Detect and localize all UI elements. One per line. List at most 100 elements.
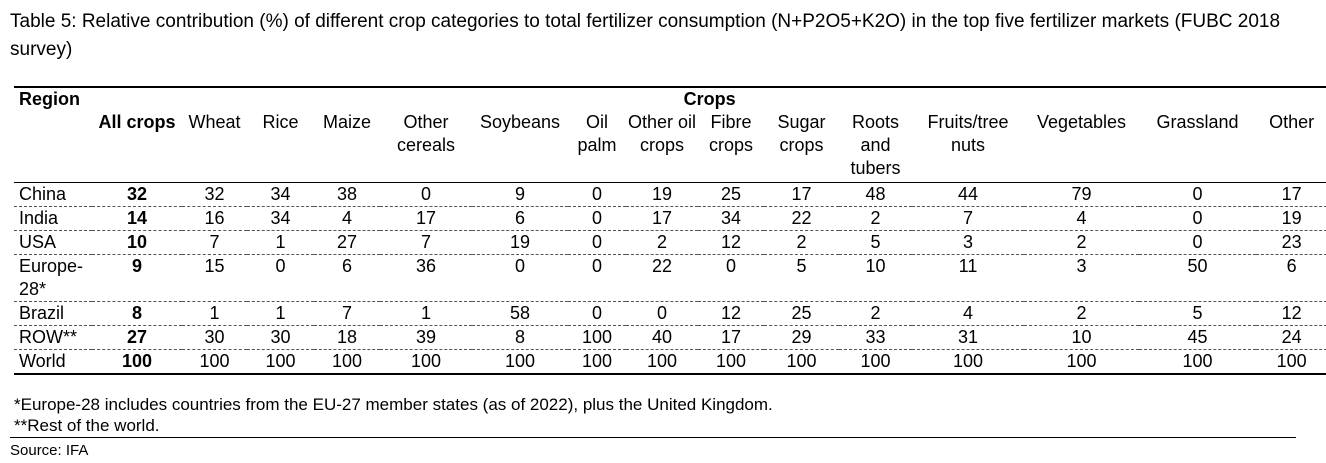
value-cell: 17 bbox=[626, 206, 698, 231]
value-cell: 29 bbox=[764, 325, 839, 350]
value-cell: 0 bbox=[568, 206, 626, 231]
column-header: Rice bbox=[247, 111, 314, 183]
value-cell: 30 bbox=[247, 325, 314, 350]
value-cell: 2 bbox=[839, 301, 912, 326]
column-header-row: All crops Wheat Rice Maize Other cereals Soyb… bbox=[14, 111, 1326, 183]
value-cell: 4 bbox=[912, 301, 1024, 326]
value-cell: 24 bbox=[1256, 325, 1326, 350]
value-cell: 38 bbox=[314, 182, 380, 207]
value-cell: 5 bbox=[839, 230, 912, 255]
value-cell: 34 bbox=[247, 206, 314, 231]
value-cell: 6 bbox=[314, 254, 380, 302]
table-row: Europe-28* 9 15 0 6 36 0 0 22 0 5 10 11 3 50 6 bbox=[14, 254, 1326, 302]
value-cell: 10 bbox=[839, 254, 912, 302]
region-cell: ROW** bbox=[14, 325, 92, 350]
value-cell: 32 bbox=[182, 182, 247, 207]
value-cell: 100 bbox=[1256, 349, 1326, 375]
column-header: Roots and tubers bbox=[839, 111, 912, 183]
value-cell: 2 bbox=[1024, 230, 1139, 255]
value-cell: 2 bbox=[839, 206, 912, 231]
column-header: Other oil crops bbox=[626, 111, 698, 183]
region-cell: USA bbox=[14, 230, 92, 255]
value-cell: 0 bbox=[380, 182, 472, 207]
value-cell: 34 bbox=[698, 206, 764, 231]
column-header: Oil palm bbox=[568, 111, 626, 183]
value-cell: 1 bbox=[182, 301, 247, 326]
region-cell: India bbox=[14, 206, 92, 231]
value-cell: 7 bbox=[182, 230, 247, 255]
value-cell: 100 bbox=[764, 349, 839, 375]
value-cell: 100 bbox=[912, 349, 1024, 375]
value-cell: 30 bbox=[182, 325, 247, 350]
value-cell: 19 bbox=[626, 182, 698, 207]
notes-divider bbox=[10, 437, 1296, 438]
table-row: World 100 100 100 100 100 100 100 100 100 100 100 10… bbox=[14, 349, 1326, 375]
column-header: Soybeans bbox=[472, 111, 568, 183]
value-cell: 100 bbox=[698, 349, 764, 375]
value-cell: 0 bbox=[1139, 206, 1256, 231]
all-crops-cell: 27 bbox=[92, 325, 182, 350]
value-cell: 12 bbox=[1256, 301, 1326, 326]
table-row: ROW** 27 30 30 18 39 8 100 40 17 29 33 31 10 45 24 bbox=[14, 325, 1326, 350]
value-cell: 12 bbox=[698, 301, 764, 326]
value-cell: 34 bbox=[247, 182, 314, 207]
column-header: Grassland bbox=[1139, 111, 1256, 183]
column-header: Sugar crops bbox=[764, 111, 839, 183]
value-cell: 48 bbox=[839, 182, 912, 207]
table-row: China 32 32 34 38 0 9 0 19 25 17 48 44 79 0 17 bbox=[14, 182, 1326, 207]
column-header: Other bbox=[1256, 111, 1326, 183]
value-cell: 100 bbox=[472, 349, 568, 375]
value-cell: 36 bbox=[380, 254, 472, 302]
value-cell: 1 bbox=[247, 301, 314, 326]
fertilizer-table: Region Crops All crops Wheat Rice Maize Othe… bbox=[14, 86, 1326, 375]
column-header: Maize bbox=[314, 111, 380, 183]
value-cell: 1 bbox=[380, 301, 472, 326]
value-cell: 19 bbox=[1256, 206, 1326, 231]
column-header: Wheat bbox=[182, 111, 247, 183]
value-cell: 33 bbox=[839, 325, 912, 350]
value-cell: 22 bbox=[626, 254, 698, 302]
value-cell: 31 bbox=[912, 325, 1024, 350]
value-cell: 18 bbox=[314, 325, 380, 350]
value-cell: 100 bbox=[182, 349, 247, 375]
region-column-header: Region bbox=[14, 86, 92, 111]
value-cell: 100 bbox=[839, 349, 912, 375]
value-cell: 39 bbox=[380, 325, 472, 350]
value-cell: 50 bbox=[1139, 254, 1256, 302]
table-row: India 14 16 34 4 17 6 0 17 34 22 2 7 4 0 19 bbox=[14, 206, 1326, 231]
value-cell: 11 bbox=[912, 254, 1024, 302]
value-cell: 15 bbox=[182, 254, 247, 302]
value-cell: 22 bbox=[764, 206, 839, 231]
value-cell: 0 bbox=[626, 301, 698, 326]
value-cell: 0 bbox=[1139, 230, 1256, 255]
value-cell: 17 bbox=[698, 325, 764, 350]
value-cell: 12 bbox=[698, 230, 764, 255]
value-cell: 100 bbox=[1024, 349, 1139, 375]
value-cell: 5 bbox=[764, 254, 839, 302]
value-cell: 10 bbox=[1024, 325, 1139, 350]
value-cell: 1 bbox=[247, 230, 314, 255]
all-crops-cell: 10 bbox=[92, 230, 182, 255]
value-cell: 3 bbox=[1024, 254, 1139, 302]
value-cell: 16 bbox=[182, 206, 247, 231]
value-cell: 40 bbox=[626, 325, 698, 350]
value-cell: 27 bbox=[314, 230, 380, 255]
value-cell: 8 bbox=[472, 325, 568, 350]
value-cell: 100 bbox=[247, 349, 314, 375]
column-header: Fruits/tree nuts bbox=[912, 111, 1024, 183]
table-row: Brazil 8 1 1 7 1 58 0 0 12 25 2 4 2 5 12 bbox=[14, 301, 1326, 326]
value-cell: 4 bbox=[1024, 206, 1139, 231]
value-cell: 4 bbox=[314, 206, 380, 231]
all-crops-cell: 32 bbox=[92, 182, 182, 207]
value-cell: 45 bbox=[1139, 325, 1256, 350]
value-cell: 100 bbox=[568, 349, 626, 375]
value-cell: 23 bbox=[1256, 230, 1326, 255]
value-cell: 0 bbox=[568, 230, 626, 255]
value-cell: 25 bbox=[764, 301, 839, 326]
table-row: USA 10 7 1 27 7 19 0 2 12 2 5 3 2 0 23 bbox=[14, 230, 1326, 255]
value-cell: 19 bbox=[472, 230, 568, 255]
all-crops-cell: 100 bbox=[92, 349, 182, 375]
value-cell: 44 bbox=[912, 182, 1024, 207]
value-cell: 25 bbox=[698, 182, 764, 207]
column-header: Other cereals bbox=[380, 111, 472, 183]
